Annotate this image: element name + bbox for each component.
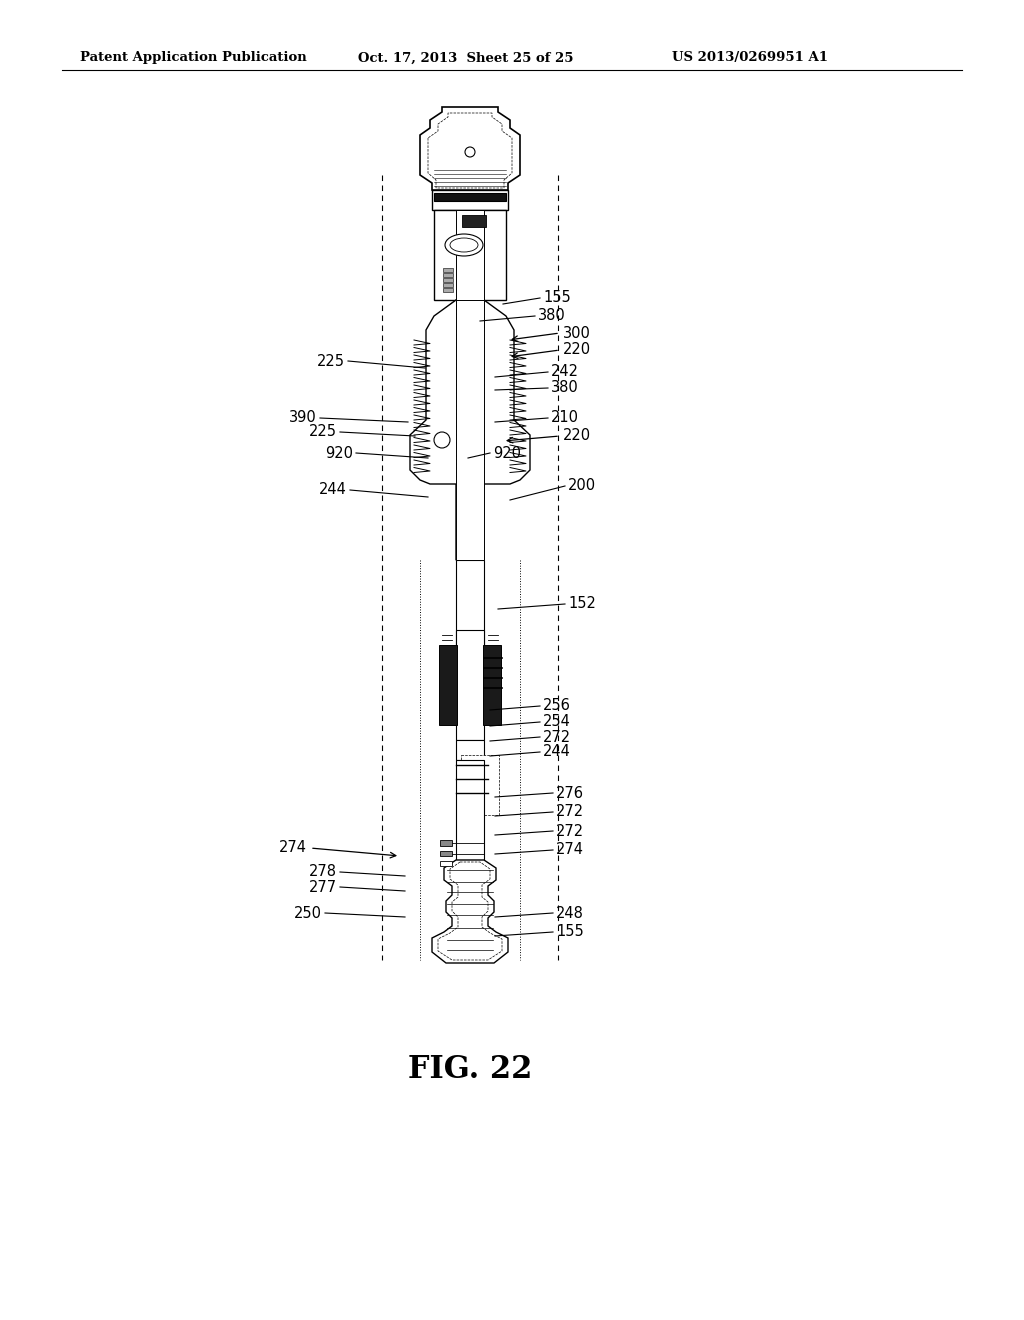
- Text: 155: 155: [556, 924, 584, 940]
- Text: 390: 390: [289, 411, 317, 425]
- Bar: [432, 190, 508, 210]
- Bar: [440, 861, 452, 866]
- Ellipse shape: [445, 234, 483, 256]
- Text: 244: 244: [319, 483, 347, 498]
- Polygon shape: [410, 300, 530, 560]
- Text: 278: 278: [309, 865, 337, 879]
- Text: 920: 920: [325, 446, 353, 461]
- Bar: [456, 300, 484, 560]
- Bar: [443, 282, 453, 286]
- Polygon shape: [420, 107, 520, 190]
- Text: FIG. 22: FIG. 22: [408, 1055, 532, 1085]
- Bar: [443, 288, 453, 292]
- Text: 254: 254: [543, 714, 570, 730]
- Bar: [456, 560, 484, 660]
- Text: 220: 220: [563, 429, 591, 444]
- Bar: [443, 279, 453, 281]
- Ellipse shape: [450, 238, 478, 252]
- Text: 274: 274: [279, 841, 307, 855]
- Text: 272: 272: [556, 804, 584, 820]
- Bar: [456, 210, 484, 300]
- Bar: [462, 215, 486, 227]
- Text: 244: 244: [543, 744, 570, 759]
- Bar: [456, 741, 484, 760]
- Text: 272: 272: [556, 824, 584, 838]
- Bar: [461, 755, 499, 814]
- Text: 152: 152: [568, 597, 596, 611]
- Bar: [434, 193, 506, 201]
- Text: 225: 225: [317, 354, 345, 368]
- Polygon shape: [434, 300, 456, 333]
- Bar: [434, 210, 506, 300]
- Text: 225: 225: [309, 425, 337, 440]
- Text: 210: 210: [551, 411, 579, 425]
- Text: 300: 300: [563, 326, 591, 341]
- Text: 250: 250: [294, 906, 322, 920]
- Text: 277: 277: [309, 879, 337, 895]
- Text: 242: 242: [551, 364, 579, 380]
- Text: 155: 155: [543, 290, 570, 305]
- Text: Oct. 17, 2013  Sheet 25 of 25: Oct. 17, 2013 Sheet 25 of 25: [358, 51, 573, 65]
- Polygon shape: [484, 300, 506, 333]
- Text: 248: 248: [556, 906, 584, 920]
- Bar: [439, 645, 457, 725]
- Text: 272: 272: [543, 730, 571, 744]
- Bar: [443, 273, 453, 276]
- Bar: [483, 645, 501, 725]
- Text: 920: 920: [493, 446, 521, 461]
- Text: 380: 380: [551, 380, 579, 396]
- Text: 276: 276: [556, 785, 584, 800]
- Bar: [443, 268, 453, 272]
- Text: US 2013/0269951 A1: US 2013/0269951 A1: [672, 51, 828, 65]
- Text: 256: 256: [543, 698, 570, 714]
- Text: 274: 274: [556, 842, 584, 858]
- Text: 200: 200: [568, 479, 596, 494]
- Bar: [440, 851, 452, 855]
- Text: 220: 220: [563, 342, 591, 358]
- Bar: [456, 760, 484, 861]
- Bar: [440, 840, 452, 846]
- Bar: [456, 630, 484, 741]
- Polygon shape: [432, 861, 508, 964]
- Text: Patent Application Publication: Patent Application Publication: [80, 51, 307, 65]
- Text: 380: 380: [538, 309, 565, 323]
